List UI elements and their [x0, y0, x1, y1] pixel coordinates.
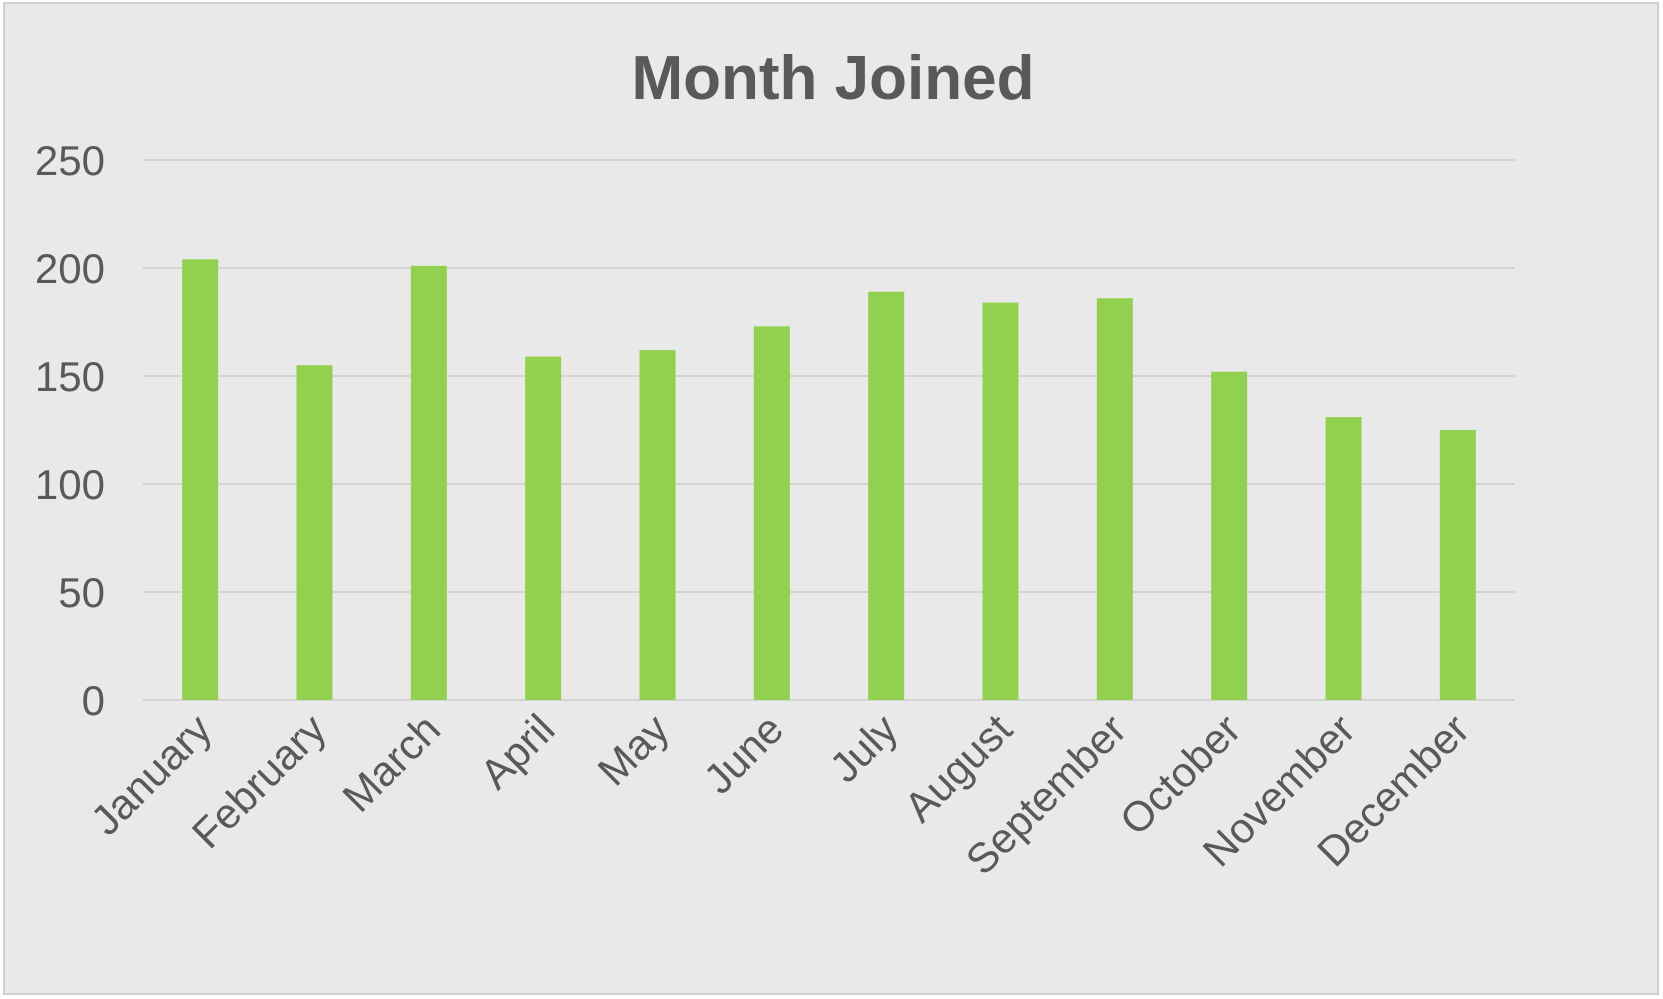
bar-july [868, 291, 905, 700]
bar-april [525, 356, 562, 700]
bar-december [1439, 430, 1476, 700]
bar-november [1325, 417, 1362, 700]
chart-frame: Month Joined 0 50 100 150 200 250 January Febr… [3, 2, 1659, 995]
bar-october [1211, 371, 1248, 700]
x-category-label: July [820, 705, 906, 791]
y-tick-label: 100 [35, 461, 105, 508]
bar-september [1096, 298, 1133, 700]
bar-february [296, 365, 333, 700]
chart-title: Month Joined [632, 44, 1035, 113]
bar-january [182, 259, 219, 700]
bar-march [410, 265, 447, 700]
x-category-label: March [333, 705, 449, 821]
bars [182, 259, 1476, 700]
x-category-label: June [695, 705, 793, 803]
x-category-label: April [471, 705, 564, 798]
bar-august [982, 302, 1019, 700]
bar-may [639, 350, 676, 700]
y-tick-label: 150 [35, 353, 105, 400]
gridlines [143, 159, 1515, 701]
y-axis-tick-labels: 0 50 100 150 200 250 [35, 137, 105, 724]
bar-june [753, 326, 790, 700]
x-category-label: May [589, 705, 678, 794]
y-tick-label: 0 [82, 677, 105, 724]
y-tick-label: 200 [35, 245, 105, 292]
y-tick-label: 250 [35, 137, 105, 184]
y-tick-label: 50 [58, 569, 105, 616]
